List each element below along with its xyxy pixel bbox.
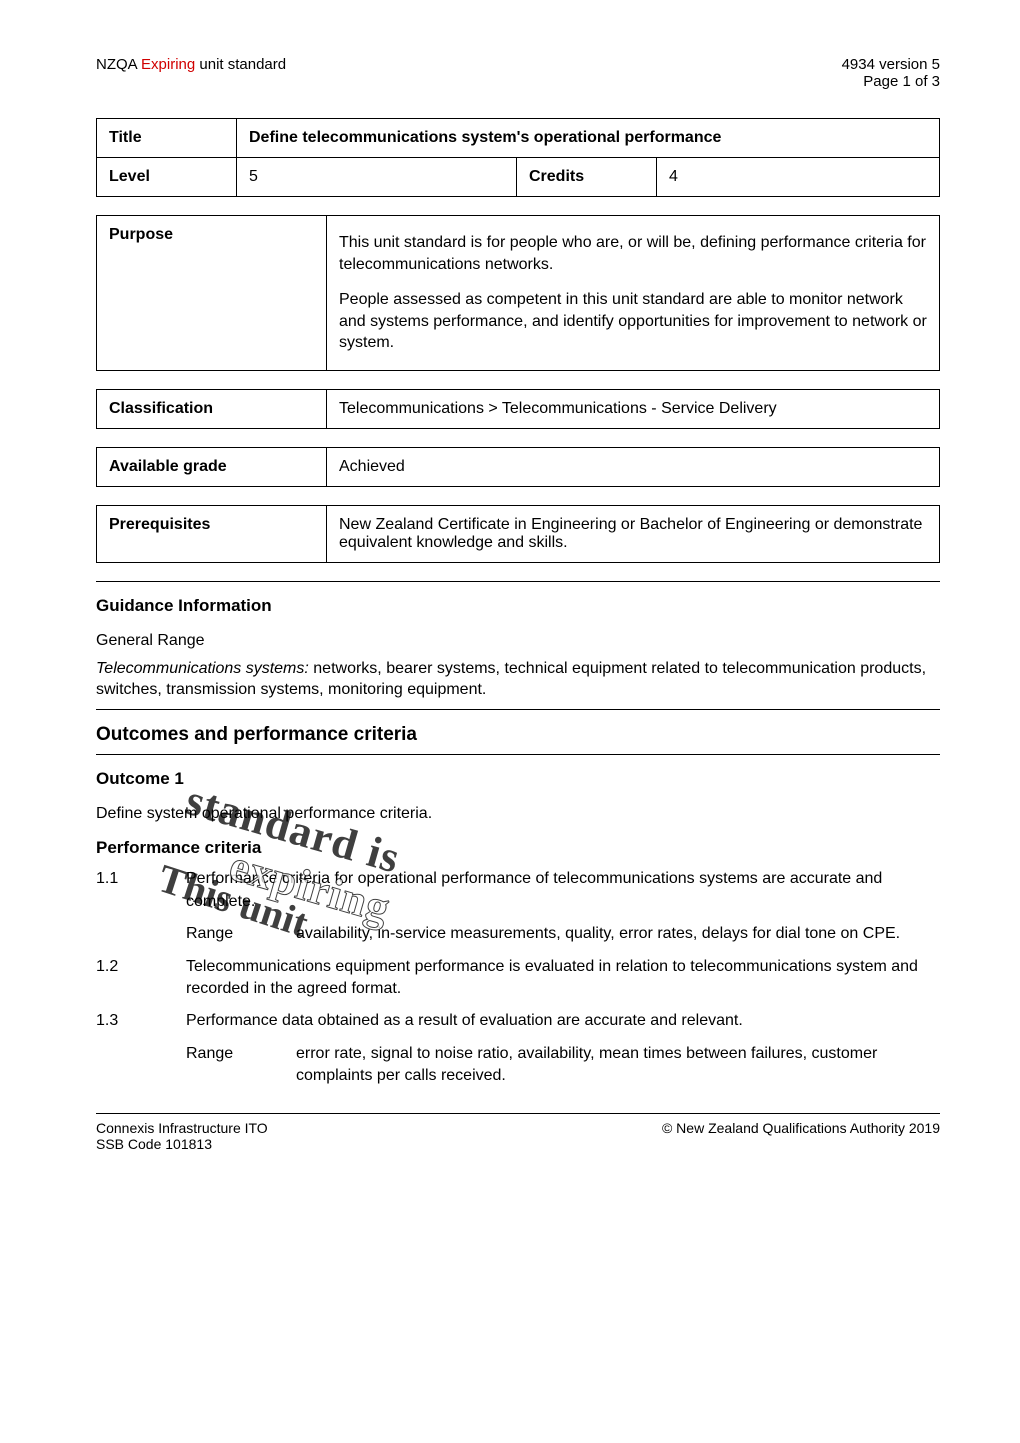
performance-criteria-heading: Performance criteria — [96, 838, 940, 858]
guidance-sub: General Range — [96, 630, 940, 652]
header-type: unit standard — [195, 56, 286, 73]
page-header: NZQA Expiring unit standard 4934 version… — [96, 56, 940, 90]
pc-range: Range error rate, signal to noise ratio,… — [96, 1043, 940, 1088]
footer-ssb: SSB Code 101813 — [96, 1136, 268, 1152]
pc-text: Performance data obtained as a result of… — [186, 1010, 940, 1032]
range-text: availability, in-service measurements, q… — [296, 923, 940, 945]
available-grade-table: Available grade Achieved — [96, 447, 940, 487]
divider — [96, 754, 940, 755]
header-org: NZQA — [96, 56, 141, 73]
level-value: 5 — [237, 158, 517, 197]
prerequisites-value: New Zealand Certificate in Engineering o… — [327, 505, 940, 562]
prerequisites-table: Prerequisites New Zealand Certificate in… — [96, 505, 940, 563]
prerequisites-label: Prerequisites — [97, 505, 327, 562]
footer-left: Connexis Infrastructure ITO SSB Code 101… — [96, 1120, 268, 1152]
divider — [96, 709, 940, 710]
credits-label: Credits — [517, 158, 657, 197]
range-label: Range — [186, 923, 296, 945]
outcome1-line: Define system operational performance cr… — [96, 803, 940, 825]
credits-value: 4 — [657, 158, 940, 197]
guidance-heading: Guidance Information — [96, 596, 940, 616]
purpose-cell: This unit standard is for people who are… — [327, 216, 940, 371]
guidance-body: Telecommunications systems: networks, be… — [96, 658, 940, 701]
page-footer: Connexis Infrastructure ITO SSB Code 101… — [96, 1113, 940, 1152]
title-table: Title Define telecommunications system's… — [96, 118, 940, 197]
purpose-label: Purpose — [97, 216, 327, 371]
header-page: Page 1 of 3 — [842, 73, 940, 90]
header-code: 4934 version 5 — [842, 56, 940, 73]
pc-num: 1.1 — [96, 868, 186, 913]
purpose-p1: This unit standard is for people who are… — [339, 232, 927, 275]
pc-text: Performance criteria for operational per… — [186, 868, 940, 913]
watermark-line1: standard is — [181, 775, 406, 883]
purpose-p2: People assessed as competent in this uni… — [339, 289, 927, 354]
header-left: NZQA Expiring unit standard — [96, 56, 286, 90]
divider — [96, 581, 940, 582]
guidance-body-italic: Telecommunications systems: — [96, 660, 309, 677]
footer-org: Connexis Infrastructure ITO — [96, 1120, 268, 1136]
header-right: 4934 version 5 Page 1 of 3 — [842, 56, 940, 90]
pc-num: 1.3 — [96, 1010, 186, 1032]
pc-item: 1.2 Telecommunications equipment perform… — [96, 956, 940, 1001]
outcomes-body: standard is expiring This unit Outcome 1… — [96, 769, 940, 1088]
classification-table: Classification Telecommunications > Tele… — [96, 389, 940, 429]
level-label: Level — [97, 158, 237, 197]
range-text: error rate, signal to noise ratio, avail… — [296, 1043, 940, 1088]
available-grade-label: Available grade — [97, 447, 327, 486]
classification-label: Classification — [97, 389, 327, 428]
pc-item: 1.1 Performance criteria for operational… — [96, 868, 940, 913]
purpose-table: Purpose This unit standard is for people… — [96, 215, 940, 371]
title-label: Title — [97, 119, 237, 158]
pc-num: 1.2 — [96, 956, 186, 1001]
outcomes-heading: Outcomes and performance criteria — [96, 724, 940, 746]
pc-item: 1.3 Performance data obtained as a resul… — [96, 1010, 940, 1032]
range-label: Range — [186, 1043, 296, 1088]
footer-right: © New Zealand Qualifications Authority 2… — [662, 1120, 940, 1152]
title-value: Define telecommunications system's opera… — [237, 119, 940, 158]
pc-range: Range availability, in-service measureme… — [96, 923, 940, 945]
pc-text: Telecommunications equipment performance… — [186, 956, 940, 1001]
header-expiring: Expiring — [141, 56, 195, 73]
available-grade-value: Achieved — [327, 447, 940, 486]
classification-value: Telecommunications > Telecommunications … — [327, 389, 940, 428]
outcome1-heading: Outcome 1 — [96, 769, 940, 789]
